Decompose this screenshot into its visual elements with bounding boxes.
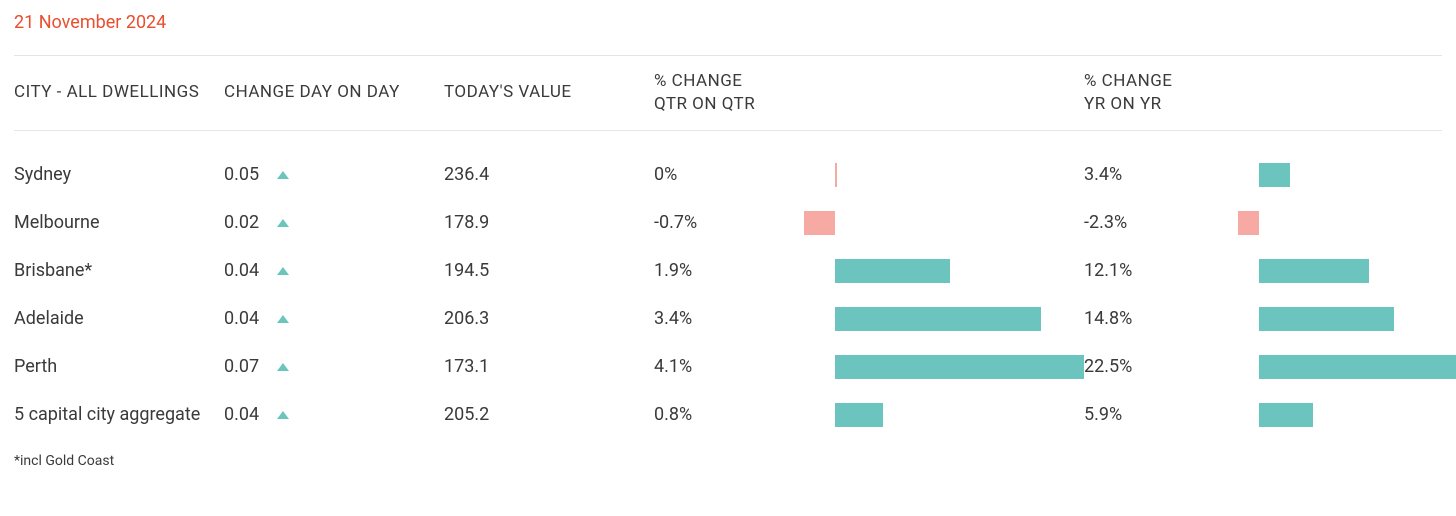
yr-cell: -2.3% [1084, 211, 1456, 235]
city-name: Melbourne [14, 211, 224, 234]
change-day-cell: 0.04 [224, 404, 444, 425]
qtr-cell: 1.9% [654, 259, 1084, 283]
qtr-pct-label: 3.4% [654, 308, 804, 329]
table-row: Melbourne0.02 178.9-0.7% -2.3% [14, 199, 1442, 247]
today-value: 194.5 [444, 260, 654, 281]
qtr-pct-label: 0% [654, 164, 804, 185]
col-header-change-day: CHANGE DAY ON DAY [224, 81, 444, 104]
bar-track [1234, 211, 1456, 235]
today-value: 236.4 [444, 164, 654, 185]
change-day-value: 0.04 [224, 308, 259, 329]
bar-track [804, 259, 1084, 283]
bar-track [1234, 307, 1456, 331]
bar-pos [1259, 307, 1394, 331]
bar-pos [1259, 259, 1369, 283]
table-row: Sydney0.05 236.40% 3.4% [14, 151, 1442, 199]
col-header-today-value: TODAY'S VALUE [444, 81, 654, 104]
city-name: 5 capital city aggregate [14, 403, 224, 426]
qtr-cell: 0% [654, 163, 1084, 187]
table-row: Adelaide0.04 206.33.4% 14.8% [14, 295, 1442, 343]
col-header-qtr: % CHANGEQTR ON QTR [654, 70, 1084, 116]
caret-up-icon [277, 363, 289, 371]
city-name: Perth [14, 355, 224, 378]
yr-cell: 3.4% [1084, 163, 1456, 187]
col-header-yr: % CHANGEYR ON YR [1084, 70, 1456, 116]
bar-track [804, 307, 1084, 331]
qtr-cell: 4.1% [654, 355, 1084, 379]
yr-pct-label: 12.1% [1084, 260, 1234, 281]
yr-pct-label: 3.4% [1084, 164, 1234, 185]
change-day-cell: 0.07 [224, 356, 444, 377]
qtr-cell: 3.4% [654, 307, 1084, 331]
change-day-value: 0.04 [224, 404, 259, 425]
yr-cell: 22.5% [1084, 355, 1456, 379]
bar-track [1234, 163, 1456, 187]
bar-pos [835, 307, 1042, 331]
bar-neg [835, 163, 837, 187]
report-date: 21 November 2024 [14, 12, 1442, 33]
yr-cell: 5.9% [1084, 403, 1456, 427]
bar-track [804, 163, 1084, 187]
bar-track [1234, 355, 1456, 379]
bar-neg [1238, 211, 1259, 235]
city-name: Sydney [14, 163, 224, 186]
qtr-cell: -0.7% [654, 211, 1084, 235]
qtr-pct-label: 4.1% [654, 356, 804, 377]
change-day-cell: 0.05 [224, 164, 444, 185]
today-value: 206.3 [444, 308, 654, 329]
change-day-value: 0.07 [224, 356, 259, 377]
caret-up-icon [277, 315, 289, 323]
bar-pos [835, 259, 950, 283]
qtr-pct-label: 0.8% [654, 404, 804, 425]
bar-pos [1259, 163, 1290, 187]
table-row: Brisbane*0.04 194.51.9% 12.1% [14, 247, 1442, 295]
bar-track [804, 355, 1084, 379]
bar-pos [1259, 403, 1313, 427]
qtr-pct-label: -0.7% [654, 212, 804, 233]
bar-pos [1259, 355, 1456, 379]
change-day-value: 0.02 [224, 212, 259, 233]
bar-pos [835, 355, 1084, 379]
city-name: Brisbane* [14, 259, 224, 282]
change-day-value: 0.04 [224, 260, 259, 281]
table-header-row: CITY - ALL DWELLINGS CHANGE DAY ON DAY T… [14, 56, 1442, 130]
change-day-cell: 0.04 [224, 260, 444, 281]
bar-track [804, 211, 1084, 235]
qtr-cell: 0.8% [654, 403, 1084, 427]
col-header-city: CITY - ALL DWELLINGS [14, 81, 224, 104]
caret-up-icon [277, 411, 289, 419]
change-day-value: 0.05 [224, 164, 259, 185]
today-value: 173.1 [444, 356, 654, 377]
caret-up-icon [277, 267, 289, 275]
city-name: Adelaide [14, 307, 224, 330]
today-value: 178.9 [444, 212, 654, 233]
table-row: Perth0.07 173.14.1% 22.5% [14, 343, 1442, 391]
bar-pos [835, 403, 884, 427]
caret-up-icon [277, 219, 289, 227]
yr-cell: 12.1% [1084, 259, 1456, 283]
today-value: 205.2 [444, 404, 654, 425]
bar-track [804, 403, 1084, 427]
table-row: 5 capital city aggregate0.04 205.20.8% 5.9… [14, 391, 1442, 439]
change-day-cell: 0.04 [224, 308, 444, 329]
bar-track [1234, 403, 1456, 427]
change-day-cell: 0.02 [224, 212, 444, 233]
dwellings-table: CITY - ALL DWELLINGS CHANGE DAY ON DAY T… [14, 56, 1442, 439]
yr-pct-label: 5.9% [1084, 404, 1234, 425]
bar-neg [804, 211, 835, 235]
yr-cell: 14.8% [1084, 307, 1456, 331]
table-body: Sydney0.05236.40%3.4%Melbourne0.02178.9-… [14, 151, 1442, 439]
header-body-spacer [14, 131, 1442, 151]
yr-pct-label: 14.8% [1084, 308, 1234, 329]
footnote: *incl Gold Coast [14, 453, 1442, 469]
caret-up-icon [277, 171, 289, 179]
qtr-pct-label: 1.9% [654, 260, 804, 281]
yr-pct-label: -2.3% [1084, 212, 1234, 233]
bar-track [1234, 259, 1456, 283]
yr-pct-label: 22.5% [1084, 356, 1234, 377]
